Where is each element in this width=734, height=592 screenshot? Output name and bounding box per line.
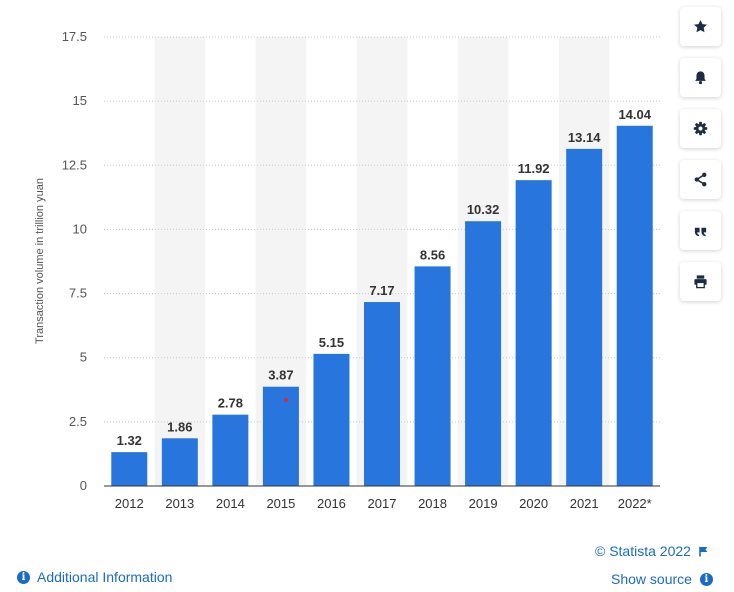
bar [212, 414, 249, 486]
y-tick-label: 2.5 [69, 414, 87, 429]
bar [364, 302, 400, 486]
bar [465, 221, 502, 486]
bars [111, 125, 653, 486]
bar-value-label: 13.14 [568, 130, 601, 145]
bar-value-label: 11.92 [518, 161, 550, 176]
y-tick-label: 12.5 [62, 157, 87, 172]
cite-button[interactable] [680, 211, 721, 250]
bar-value-label: 1.86 [167, 419, 192, 434]
bar-value-label: 14.04 [618, 107, 651, 122]
bar [111, 452, 148, 486]
share-icon [694, 172, 707, 187]
quote-icon [694, 227, 707, 237]
bar [313, 353, 350, 486]
y-tick-label: 0 [80, 478, 87, 493]
info-icon: i [17, 570, 30, 584]
show-source-text: Show source [611, 571, 692, 587]
bar-value-label: 2.78 [218, 396, 243, 411]
y-tick-label: 7.5 [69, 286, 87, 301]
x-tick-label: 2014 [216, 496, 245, 511]
bar-value-label: 1.32 [117, 433, 142, 448]
flag-icon [699, 546, 708, 556]
x-tick-label: 2015 [266, 496, 295, 511]
x-axis-ticks: 2012 2013 2014 2015 2016 2017 2018 2019 2020 2021… [115, 496, 652, 511]
credit-text: © Statista 2022 [595, 543, 691, 559]
y-tick-label: 17.5 [62, 29, 87, 44]
bar-value-label: 7.17 [369, 283, 394, 298]
bar [414, 266, 451, 486]
bar-value-labels: 1.32 1.86 2.78 3.87 5.15 7.17 8.56 10.32 11.92 13… [117, 107, 652, 448]
y-tick-label: 5 [80, 350, 87, 365]
bar [262, 386, 299, 486]
gear-icon [693, 121, 708, 136]
print-icon [694, 275, 707, 289]
x-tick-label: 2019 [469, 496, 498, 511]
x-tick-label: 2021 [570, 496, 599, 511]
bar [515, 180, 552, 486]
info-icon: i [699, 572, 713, 586]
y-axis-ticks: 0 2.5 5 7.5 10 12.5 15 17.5 [62, 29, 87, 493]
print-button[interactable] [680, 262, 721, 301]
bell-icon [695, 71, 706, 85]
favorite-button[interactable] [680, 7, 721, 46]
x-tick-label: 2022* [618, 496, 652, 511]
y-tick-label: 15 [73, 93, 87, 108]
bar [161, 438, 198, 486]
x-tick-label: 2017 [368, 496, 397, 511]
x-tick-label: 2016 [317, 496, 346, 511]
toolbar [680, 7, 721, 313]
statista-credit-link[interactable]: © Statista 2022 [595, 543, 709, 559]
share-button[interactable] [680, 160, 721, 199]
bar [566, 148, 603, 486]
show-source-link[interactable]: Show source i [611, 571, 713, 587]
additional-info-text: Additional Information [37, 569, 173, 585]
settings-button[interactable] [680, 109, 721, 148]
y-tick-label: 10 [73, 221, 87, 236]
bar-value-label: 3.87 [268, 368, 293, 383]
x-tick-label: 2012 [115, 496, 144, 511]
star-icon [694, 19, 707, 33]
y-axis-label: Transaction volume in trillion yuan [34, 178, 46, 344]
notification-button[interactable] [680, 58, 721, 97]
bar [616, 125, 653, 486]
bar-value-label: 10.32 [467, 202, 500, 217]
additional-information-link[interactable]: i Additional Information [17, 569, 172, 585]
bar-value-label: 8.56 [420, 247, 445, 262]
x-tick-label: 2018 [418, 496, 447, 511]
x-tick-label: 2013 [165, 496, 194, 511]
x-tick-label: 2020 [519, 496, 548, 511]
marker-dot [284, 398, 288, 402]
bar-value-label: 5.15 [319, 335, 344, 350]
column-band [154, 37, 206, 486]
